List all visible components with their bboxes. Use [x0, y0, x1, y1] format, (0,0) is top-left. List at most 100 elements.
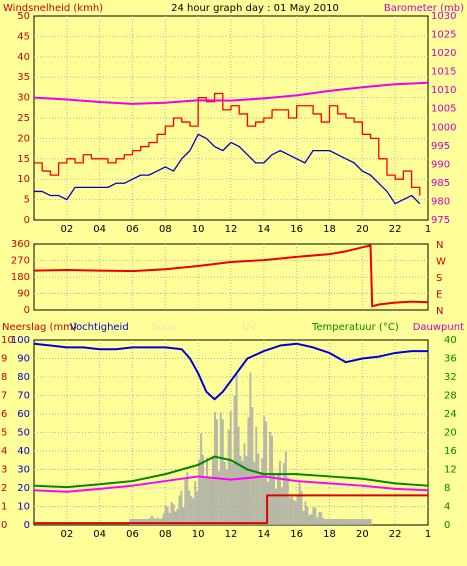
solar-bar [261, 458, 264, 525]
solar-bar [351, 519, 354, 525]
solar-bar [345, 519, 348, 525]
x-tick-label: 20 [356, 529, 369, 540]
solar-bar [306, 506, 309, 525]
temperature-tick-label: 8 [444, 483, 450, 494]
wind-tick-label: 35 [17, 72, 30, 83]
solar-bar [190, 496, 193, 525]
barometer-tick-label: 990 [431, 159, 450, 170]
solar-bar [314, 507, 317, 525]
solar-bar [206, 457, 209, 525]
solar-bar [326, 519, 329, 525]
solar-bar [330, 519, 333, 525]
solar-bar [243, 443, 246, 525]
solar-bar [284, 451, 287, 525]
rain-tick-label: 8 [1, 372, 7, 383]
solar-bar [194, 481, 197, 525]
x-tick-label: 18 [323, 224, 336, 235]
solar-bar [150, 515, 153, 525]
solar-bar [208, 477, 210, 525]
solar-bar [131, 519, 134, 525]
temperature-tick-label: 12 [444, 465, 457, 476]
solar-bar [340, 519, 342, 525]
solar-bar [328, 518, 331, 525]
solar-bar [355, 519, 358, 525]
solar-bar [174, 511, 177, 525]
x-tick-label: 12 [225, 224, 238, 235]
solar-bar [273, 474, 275, 525]
solar-bar [304, 501, 307, 525]
solar-bar [316, 517, 319, 525]
x-tick-label: 14 [257, 529, 270, 540]
barometer-tick-label: 1025 [431, 30, 456, 41]
solar-bar [129, 519, 132, 525]
direction-tick-label: 90 [17, 289, 30, 300]
solar-bar [158, 519, 161, 525]
temperature-tick-label: 16 [444, 446, 457, 457]
compass-label: W [436, 257, 446, 268]
humidity-axis-label: Vochtigheid [70, 322, 129, 333]
x-tick-label: 02 [60, 224, 73, 235]
chart-title: 24 hour graph day : 01 May 2010 [171, 3, 339, 14]
solar-bar [213, 412, 216, 525]
wind-tick-label: 25 [17, 113, 30, 124]
wind-tick-label: 45 [17, 31, 30, 42]
barometer-tick-label: 1015 [431, 67, 456, 78]
solar-bar [196, 491, 199, 525]
humidity-tick-label: 0 [24, 520, 30, 531]
solar-bar [292, 499, 295, 525]
barometer-tick-label: 1030 [431, 11, 456, 22]
solar-bar [162, 512, 165, 525]
x-tick-label: 06 [126, 529, 139, 540]
dewpoint-axis-label: Dauwpunt [413, 322, 464, 333]
solar-bar [276, 472, 279, 525]
wind_gust-line [34, 92, 421, 196]
x-tick-label: 14 [257, 224, 270, 235]
solar-bar [318, 512, 321, 525]
dewpoint-line [33, 475, 429, 493]
temperature-line [33, 455, 429, 489]
solar-bar [241, 460, 244, 525]
solar-bar [204, 477, 207, 525]
solar-bar [137, 519, 140, 525]
x-tick-label: 08 [159, 529, 172, 540]
solar-bar [152, 517, 155, 525]
solar-bar [300, 491, 303, 525]
solar-bar [168, 513, 171, 525]
solar-bar [336, 519, 339, 525]
solar-bar [271, 435, 274, 525]
solar-bar [357, 519, 360, 525]
solar-bar [211, 456, 214, 525]
wind-tick-label: 50 [17, 11, 30, 22]
temperature-tick-label: 40 [444, 335, 457, 346]
compass-label: E [436, 290, 442, 301]
rain-tick-label: 5 [1, 428, 7, 439]
x-tick-label: 1 [425, 224, 431, 235]
solar-bar [365, 519, 368, 525]
barometer-tick-label: 985 [431, 178, 450, 189]
temperature-tick-label: 4 [444, 502, 450, 513]
humidity-tick-label: 100 [11, 335, 30, 346]
solar-bar [180, 490, 183, 525]
solar-bar [172, 503, 175, 525]
solar-bar [135, 519, 138, 525]
solar-bar [278, 460, 281, 525]
barometer-line [33, 81, 429, 105]
solar-bar [269, 432, 272, 525]
x-tick-label: 18 [323, 529, 336, 540]
solar-bar [141, 519, 144, 525]
rain-tick-label: 0 [1, 520, 7, 531]
solar-bar [221, 419, 224, 525]
barometer-axis-label: Barometer (mb) [384, 3, 464, 14]
solar-bar [280, 487, 283, 525]
wind-tick-label: 10 [17, 174, 30, 185]
solar-bar [249, 372, 252, 525]
temperature-tick-label: 28 [444, 391, 457, 402]
humidity-tick-label: 80 [17, 372, 30, 383]
solar-bar [288, 497, 291, 525]
solar-bar [245, 455, 248, 525]
solar-bar [322, 517, 325, 525]
wind_avg-line [34, 133, 421, 205]
barometer-tick-label: 1005 [431, 104, 456, 115]
barometer-tick-label: 980 [431, 196, 450, 207]
